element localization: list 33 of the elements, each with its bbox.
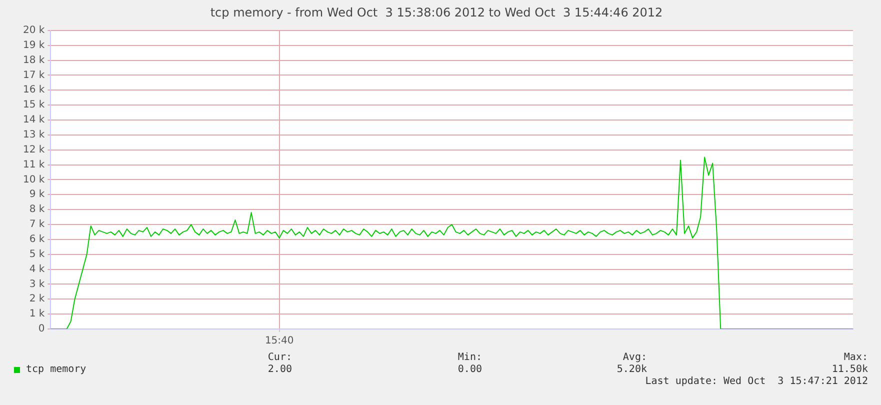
text: 5.20k xyxy=(616,364,647,376)
y-tick-label: 1 k xyxy=(29,308,45,320)
y-tick-label: 8 k xyxy=(29,204,45,216)
y-tick-label: 14 k xyxy=(22,114,45,126)
y-tick-label: 19 k xyxy=(22,40,45,51)
text: Cur: xyxy=(266,352,292,364)
y-tick-label: 17 k xyxy=(22,70,45,81)
y-tick-label: 6 k xyxy=(29,234,45,246)
text: Last update: Wed Oct 3 15:47:21 2012 xyxy=(645,376,868,387)
y-tick-label: 0 xyxy=(38,324,45,335)
y-tick-label: 11 k xyxy=(22,159,45,170)
legend-label: tcp memory xyxy=(26,364,86,375)
y-tick-label: 7 k xyxy=(29,219,45,230)
text: 0.00 xyxy=(456,364,482,376)
y-tick-label: 3 k xyxy=(29,278,45,290)
y-tick-label: 15 k xyxy=(22,100,45,111)
text: 2.00 xyxy=(266,364,292,376)
y-tick-label: 20 k xyxy=(22,24,45,36)
y-tick-label: 18 k xyxy=(22,54,45,66)
text: Min: xyxy=(456,352,482,364)
y-tick-label: 4 k xyxy=(29,264,45,275)
text: 11.50k xyxy=(830,364,868,376)
chart-title: tcp memory - from Wed Oct 3 15:38:06 2012 to Wed Oct 3 15:44:46 2012 xyxy=(210,5,663,20)
y-tick-label: 9 k xyxy=(29,189,45,200)
y-tick-label: 10 k xyxy=(22,174,45,186)
text: Avg: xyxy=(622,352,647,364)
x-tick-label: 15:40 xyxy=(264,336,294,347)
y-tick-label: 5 k xyxy=(29,248,45,260)
y-tick-label: 2 k xyxy=(29,294,45,305)
y-tick-label: 13 k xyxy=(22,130,45,141)
y-tick-label: 16 k xyxy=(22,84,45,96)
y-tick-label: 12 k xyxy=(22,144,45,156)
text: Max: xyxy=(842,352,868,364)
